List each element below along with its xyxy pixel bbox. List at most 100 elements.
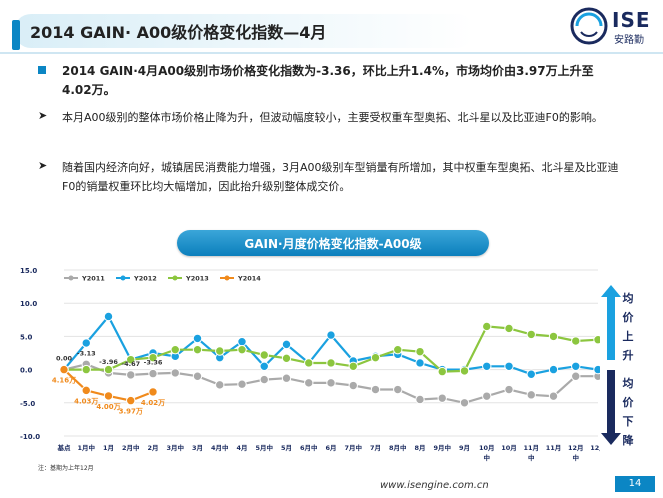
side-label-up: 上 — [622, 330, 634, 343]
data-point-Y2012 — [548, 364, 559, 375]
side-label-down: 均 — [622, 377, 634, 390]
data-point-Y2012 — [326, 330, 336, 340]
x-tick-label: 10月 — [501, 444, 517, 452]
x-tick-label: 5月 — [281, 444, 292, 452]
y-tick-label: 15.0 — [20, 267, 37, 275]
data-point-Y2012 — [504, 361, 514, 371]
data-point-Y2013 — [103, 364, 114, 375]
header-divider — [0, 52, 663, 54]
data-label: -3.13 — [77, 349, 96, 357]
data-point-Y2012 — [237, 337, 247, 347]
data-point-Y2013 — [459, 366, 470, 376]
x-tick-label: 7月 — [370, 444, 381, 452]
data-point-Y2011 — [526, 390, 536, 400]
price-label: 4.03万 — [74, 397, 98, 405]
data-point-Y2013 — [526, 329, 536, 340]
data-point-Y2011 — [482, 391, 492, 401]
x-tick-label: 3月 — [192, 444, 203, 452]
headline: 2014 GAIN·4月A00级别市场价格变化指数为-3.36，环比上升1.4%… — [62, 64, 594, 97]
data-point-Y2013 — [326, 358, 336, 368]
x-tick-label: 1月 — [103, 444, 114, 452]
data-point-Y2014 — [81, 385, 91, 396]
data-point-Y2012 — [259, 361, 269, 371]
paragraph-1: 本月A00级别的整体市场价格止降为升，但波动幅度较小，主要受权重车型奥拓、北斗星… — [62, 111, 603, 124]
x-tick-label: 5月中 — [255, 443, 273, 452]
x-tick-label: 10月 — [479, 444, 495, 452]
x-tick-label: 11月 — [546, 444, 562, 452]
arrow-up-icon — [601, 285, 621, 360]
data-point-Y2011 — [370, 384, 381, 395]
x-tick-label: 12月 — [568, 444, 584, 452]
page-title: 2014 GAIN· A00级价格变化指数—4月 — [30, 23, 327, 42]
data-point-Y2012 — [482, 361, 492, 371]
y-tick-label: 0.0 — [20, 367, 33, 375]
data-point-Y2013 — [81, 364, 91, 375]
x-tick-label: 7月中 — [344, 443, 362, 452]
legend-marker-Y2014 — [224, 275, 230, 281]
x-tick-label: 11月 — [523, 444, 539, 452]
x-tick-label: 4月中 — [211, 443, 229, 452]
chart-title: GAIN·月度价格变化指数-A00级 — [244, 237, 422, 251]
footer-url[interactable]: www.isengine.com.cn — [380, 480, 489, 491]
bullet-square-icon — [38, 66, 46, 74]
logo-text: ISE — [612, 8, 651, 32]
data-point-Y2011 — [548, 391, 559, 401]
price-label: 4.00万 — [96, 403, 120, 411]
ise-logo-icon — [570, 7, 608, 45]
data-label: -3.96 — [99, 358, 118, 366]
data-point-Y2014 — [59, 364, 69, 375]
legend-label-Y2012: Y2012 — [133, 275, 157, 283]
legend-marker-Y2012 — [120, 275, 126, 281]
data-point-Y2013 — [192, 344, 203, 355]
data-point-Y2011 — [348, 380, 358, 391]
x-tick-label: 3月中 — [166, 443, 184, 452]
side-label-down: 价 — [622, 396, 634, 409]
x-tick-label: 中 — [573, 453, 580, 462]
chart-title-background — [177, 230, 489, 256]
data-point-Y2013 — [126, 354, 136, 365]
data-point-Y2013 — [593, 335, 600, 345]
x-tick-label: 6月中 — [300, 443, 318, 452]
arrow-down-icon — [601, 370, 621, 445]
data-point-Y2011 — [504, 384, 514, 395]
line-chart: 15.0 10.0 5.0 0.0 -5.0 -10.0 基点 1月中 1月 2月中 2月 3月中 3月… — [20, 267, 600, 462]
data-point-Y2013 — [415, 346, 425, 357]
arrow-bullet-icon: ➤ — [38, 159, 48, 172]
data-point-Y2011 — [437, 393, 447, 403]
data-point-Y2013 — [237, 344, 247, 355]
data-point-Y2013 — [504, 323, 514, 334]
arrow-bullet-icon: ➤ — [38, 109, 48, 122]
data-label: 0.00 — [56, 355, 73, 363]
data-point-Y2011 — [571, 371, 581, 381]
legend-label-Y2013: Y2013 — [185, 275, 209, 283]
paragraph-2: 随着国内经济向好，城镇居民消费能力增强，3月A00级别车型销量有所增加，其中权重… — [62, 161, 619, 193]
x-tick-label: 9月 — [459, 444, 470, 452]
data-point-Y2011 — [459, 398, 470, 408]
data-point-Y2011 — [148, 368, 158, 379]
y-tick-label: 5.0 — [20, 333, 33, 341]
data-point-Y2011 — [281, 373, 292, 383]
data-label: -4.67 — [121, 360, 140, 368]
data-point-Y2013 — [148, 352, 158, 363]
data-point-Y2014 — [148, 387, 158, 397]
side-label-down: 降 — [622, 434, 634, 447]
data-point-Y2013 — [259, 350, 269, 360]
y-tick-label: 10.0 — [20, 300, 37, 308]
data-point-Y2011 — [126, 370, 136, 380]
data-point-Y2011 — [326, 378, 336, 388]
data-point-Y2012 — [192, 333, 203, 344]
x-tick-label: 12月 — [590, 444, 600, 452]
y-tick-label: -10.0 — [20, 433, 40, 441]
x-tick-label: 6月 — [325, 444, 336, 452]
data-point-Y2013 — [348, 361, 358, 371]
data-point-Y2013 — [393, 344, 403, 355]
legend-marker-Y2013 — [172, 275, 178, 281]
price-label: 4.16万 — [52, 377, 76, 385]
data-point-Y2013 — [304, 358, 314, 368]
data-point-Y2013 — [370, 352, 381, 363]
title-accent-bar — [12, 20, 20, 50]
title-background — [14, 14, 474, 48]
data-point-Y2011 — [237, 379, 247, 389]
x-tick-label: 基点 — [57, 443, 72, 452]
data-point-Y2014 — [126, 395, 136, 406]
